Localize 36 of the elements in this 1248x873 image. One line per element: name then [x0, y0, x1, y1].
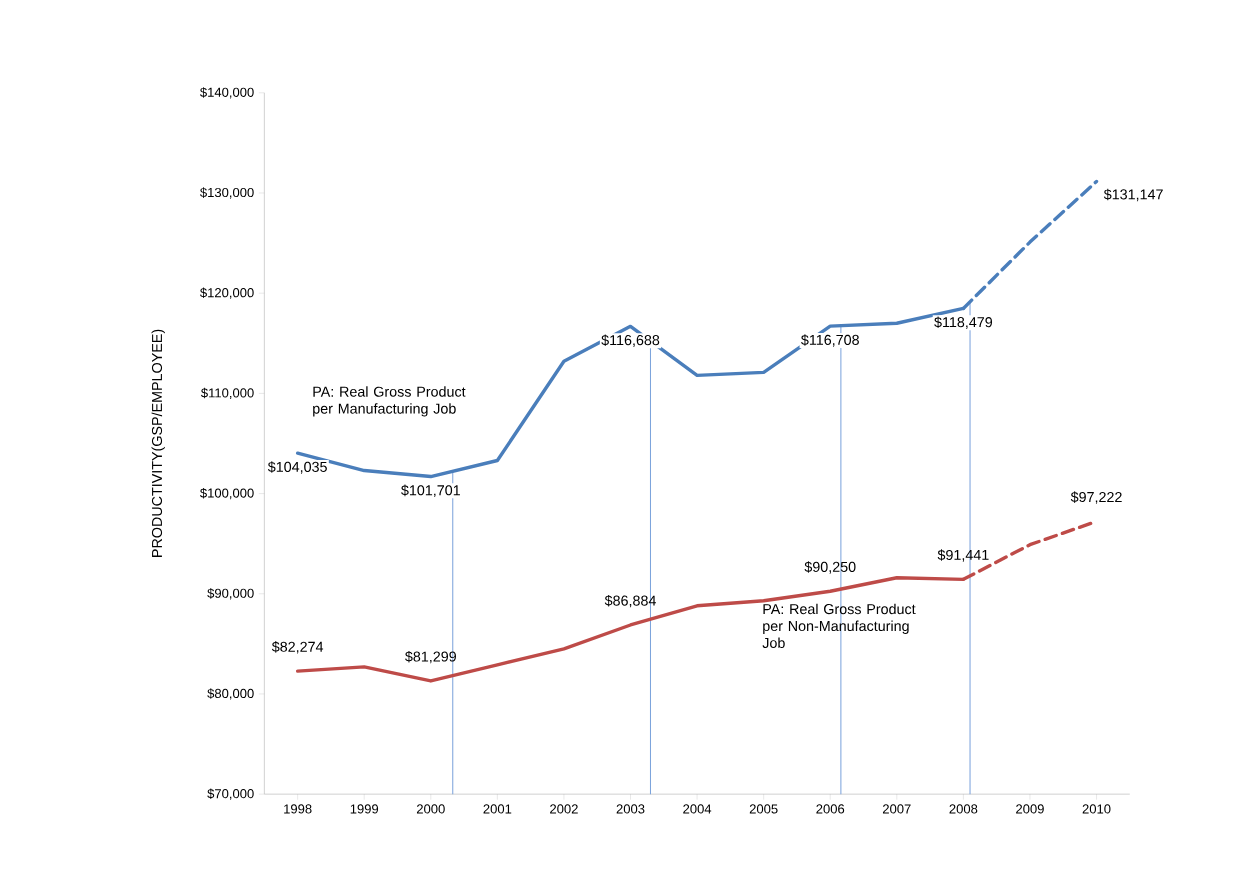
- x-tick-label: 2005: [749, 804, 778, 814]
- data-label: $131,147: [1103, 188, 1163, 202]
- annotation: PA: Real Gross Product per Manufacturing Job: [313, 386, 466, 417]
- y-tick-label: $120,000: [200, 287, 254, 299]
- x-tick-label: 2007: [882, 804, 911, 814]
- data-label: $81,299: [405, 650, 456, 664]
- x-tick-label: 2002: [550, 804, 578, 814]
- data-label: $97,222: [1070, 491, 1122, 504]
- x-tick-label: 2009: [1016, 804, 1044, 814]
- data-label: $116,688: [601, 334, 660, 347]
- y-tick-label: $100,000: [200, 487, 254, 500]
- x-tick-label: 2004: [683, 804, 712, 814]
- x-tick-label: 2006: [816, 804, 845, 814]
- data-label: $118,479: [934, 316, 993, 329]
- x-tick-label: 1999: [350, 804, 379, 814]
- data-label: $86,884: [604, 594, 656, 608]
- annotation: PA: Real Gross Product per Non-Manufacturing Job: [762, 603, 916, 648]
- data-label: $90,250: [804, 561, 856, 574]
- y-axis-title: PRODUCTIVITY(GSP/EMPLOYEE): [151, 329, 165, 557]
- x-tick-label: 2010: [1082, 804, 1111, 814]
- x-tick-label: 2008: [949, 804, 978, 814]
- x-tick-label: 1998: [284, 804, 312, 814]
- x-tick-label: 2000: [416, 804, 445, 814]
- x-tick-label: 2003: [616, 804, 645, 814]
- data-label: $82,274: [271, 640, 324, 654]
- x-tick-label: 2001: [483, 804, 512, 814]
- data-label: $91,441: [937, 549, 989, 562]
- y-tick-label: $140,000: [200, 87, 254, 99]
- y-tick-label: $70,000: [207, 788, 254, 800]
- y-tick-label: $90,000: [207, 587, 254, 600]
- y-tick-label: $130,000: [200, 187, 254, 199]
- y-tick-label: $110,000: [201, 387, 254, 399]
- data-label: $104,035: [267, 461, 327, 474]
- data-label: $116,708: [801, 334, 859, 347]
- y-tick-label: $80,000: [207, 688, 254, 700]
- data-label: $101,701: [401, 484, 460, 497]
